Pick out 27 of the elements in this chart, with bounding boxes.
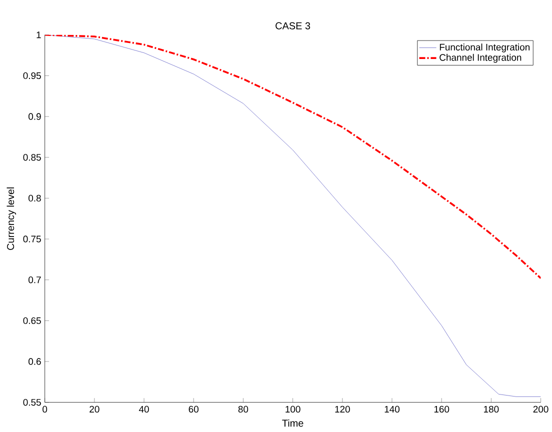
- x-tick-label: 60: [188, 406, 198, 412]
- x-tick-label: 160: [434, 406, 450, 412]
- x-tick-label: 140: [384, 406, 400, 412]
- x-tick-label: 0: [42, 406, 48, 412]
- chart-title: CASE 3: [276, 22, 310, 30]
- y-tick-label: 0.95: [23, 72, 41, 79]
- x-tick-label: 80: [238, 406, 248, 412]
- x-tick-label: 20: [90, 406, 100, 412]
- y-tick-label: 0.55: [23, 398, 41, 406]
- line-series: [44, 34, 541, 280]
- y-tick-label: 0.6: [28, 358, 41, 365]
- x-tick-label: 180: [484, 406, 499, 412]
- legend-label: Functional Integration: [440, 43, 530, 52]
- x-tick-label: 100: [286, 406, 300, 412]
- y-axis-title: Currency level: [6, 187, 16, 250]
- y-tick-label: 0.65: [23, 317, 41, 324]
- y-tick-label: 0.75: [23, 236, 41, 242]
- y-tick-label: 0.7: [28, 276, 41, 284]
- x-axis-title: Time: [282, 419, 304, 427]
- y-tick-label: 0.8: [28, 194, 41, 202]
- y-tick-label: 1: [36, 31, 41, 38]
- x-tick-label: 40: [138, 406, 149, 412]
- y-tick-label: 0.9: [28, 113, 41, 120]
- x-tick-label: 120: [335, 406, 350, 412]
- x-tick-label: 200: [533, 406, 548, 412]
- legend-label: Channel Integration: [440, 54, 522, 63]
- y-tick-label: 0.85: [23, 154, 41, 161]
